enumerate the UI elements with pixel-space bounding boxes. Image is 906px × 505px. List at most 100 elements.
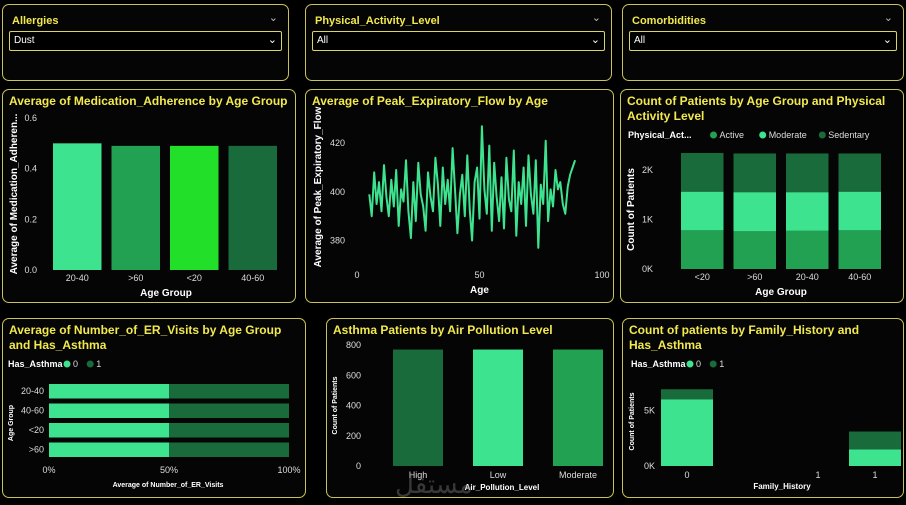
chart-title: Average of Medication_Adherence by Age G…	[9, 94, 288, 108]
legend-label: 1	[96, 359, 101, 369]
legend-label: 1	[719, 359, 724, 369]
x-tick-label: High	[409, 470, 428, 480]
watermark-logo: مستقل	[395, 470, 473, 500]
x-tick-label: 0	[354, 270, 359, 280]
peak-flow-chart[interactable]: Average of Peak_Expiratory_Flow by Age 3…	[305, 89, 614, 303]
bar-segment	[681, 191, 724, 231]
x-axis-title: Age Group	[140, 288, 192, 299]
x-axis-title: Average of Number_of_ER_Visits	[113, 482, 224, 489]
legend-title: Has_Asthma	[631, 359, 687, 369]
legend-label: 0	[696, 359, 701, 369]
y-axis-title: Count of Patients	[629, 392, 636, 450]
y-axis-title: Average of Peak_Expiratory_Flow	[313, 106, 324, 267]
legend-marker	[710, 131, 717, 139]
x-axis-title: Age Group	[755, 287, 807, 298]
bar-segment	[838, 230, 881, 269]
family-history-chart[interactable]: Count of patients by Family_History and …	[622, 318, 904, 498]
er-visits-chart[interactable]: Average of Number_of_ER_Visits by Age Gr…	[2, 318, 306, 498]
physical-activity-dropdown[interactable]: All ⌄	[312, 31, 605, 51]
y-tick-label: 800	[346, 340, 361, 350]
chevron-down-icon[interactable]: ⌄	[591, 12, 601, 24]
bar-segment	[169, 442, 289, 457]
chart-title: Average of Peak_Expiratory_Flow by Age	[312, 94, 548, 108]
slicer-comorbidities: Comorbidities ⌄ All ⌄	[622, 4, 904, 81]
bar	[111, 145, 160, 270]
y-tick-label: 5K	[644, 405, 655, 415]
x-tick-label: <20	[187, 273, 202, 283]
bar	[473, 349, 523, 466]
x-axis-title: Age	[470, 285, 489, 296]
chevron-down-icon[interactable]: ⌄	[883, 12, 893, 24]
bar-segment	[169, 403, 289, 418]
y-axis-title: Count of Patients	[332, 376, 339, 434]
x-tick-label: <20	[695, 272, 710, 282]
air-pollution-plot: 0 200 400 600 800 High Low Moderate Air_Pollutio…	[332, 340, 603, 492]
comorbidities-dropdown[interactable]: All ⌄	[629, 31, 897, 51]
x-tick-label: 40-60	[848, 272, 871, 282]
legend-marker	[759, 131, 767, 139]
y-axis-title: Age Group	[8, 405, 15, 441]
bar-segment	[49, 423, 169, 438]
x-tick-label: >60	[128, 273, 143, 283]
x-tick-label: 100%	[277, 465, 300, 475]
bar-segment	[786, 230, 829, 269]
bar-segment	[786, 153, 829, 193]
chart-title: Asthma Patients by Air Pollution Level	[333, 323, 553, 337]
legend-title: Has_Asthma	[8, 359, 64, 369]
chart-title: Count of patients by Family_History and …	[629, 323, 860, 352]
chevron-down-icon: ⌄	[882, 34, 892, 46]
x-tick-label: Low	[490, 470, 507, 480]
bar	[553, 349, 603, 466]
bar-segment	[169, 423, 289, 438]
y-tick-label: 0.4	[24, 164, 37, 174]
legend-marker	[63, 360, 71, 368]
y-tick-label: 1K	[642, 214, 653, 224]
y-tick-label: 0.2	[24, 214, 37, 224]
chart-title: Count of Patients by Age Group and Physi…	[627, 94, 886, 123]
x-tick-label: 0%	[42, 465, 55, 475]
bar-segment	[169, 384, 289, 399]
legend-marker	[818, 131, 826, 139]
er-visits-plot: Has_Asthma 0 1 20-40 40-60 <20 >60 0% 50% 100% Ave…	[8, 359, 301, 489]
legend-marker	[86, 360, 94, 368]
allergies-dropdown[interactable]: Dust ⌄	[9, 31, 282, 51]
y-tick-label: 0.0	[24, 265, 37, 275]
bar-segment	[661, 389, 713, 400]
bar-segment	[838, 191, 881, 231]
physical-activity-dropdown-value: All	[317, 35, 329, 46]
x-tick-label: 20-40	[66, 273, 89, 283]
medication-adherence-plot: 0.0 0.2 0.4 0.6 20-40 >60 <20 40-60 Age Group Ave…	[9, 113, 277, 299]
air-pollution-chart[interactable]: Asthma Patients by Air Pollution Level 0…	[326, 318, 614, 498]
chevron-down-icon: ⌄	[267, 34, 277, 46]
bar-segment	[733, 231, 776, 269]
y-tick-label: 40-60	[21, 406, 44, 416]
x-tick-label: 40-60	[241, 273, 264, 283]
chevron-down-icon: ⌄	[590, 34, 600, 46]
y-tick-label: 0K	[644, 461, 655, 471]
y-tick-label: 0	[356, 461, 361, 471]
y-tick-label: 2K	[642, 165, 653, 175]
x-tick-label: 1	[872, 470, 877, 480]
activity-level-chart[interactable]: Count of Patients by Age Group and Physi…	[620, 89, 904, 303]
legend-marker	[709, 360, 717, 368]
x-tick-label: 20-40	[796, 272, 819, 282]
x-tick-label: 50	[474, 270, 484, 280]
activity-level-plot: Physical_Act... Active Moderate Sedentary 0K…	[626, 130, 881, 298]
bar	[393, 349, 443, 466]
x-tick-label: 50%	[160, 465, 178, 475]
legend-title: Physical_Act...	[628, 130, 692, 140]
y-tick-label: 420	[330, 138, 345, 148]
medication-adherence-chart[interactable]: Average of Medication_Adherence by Age G…	[2, 89, 296, 303]
y-tick-label: 600	[346, 370, 361, 380]
comorbidities-dropdown-value: All	[634, 35, 646, 46]
x-tick-label: 1	[815, 470, 820, 480]
peak-flow-plot: 380 400 420 0 50 100 Age Average of Peak_Expira…	[313, 106, 610, 296]
y-tick-label: 400	[346, 401, 361, 411]
legend-label: Sedentary	[828, 130, 870, 140]
legend-label: Active	[720, 130, 745, 140]
x-axis-title: Family_History	[753, 482, 811, 491]
chevron-down-icon[interactable]: ⌄	[268, 12, 278, 24]
x-tick-label: 0	[684, 470, 689, 480]
x-axis-title: Air_Pollution_Level	[465, 483, 540, 492]
y-tick-label: 380	[330, 236, 345, 246]
